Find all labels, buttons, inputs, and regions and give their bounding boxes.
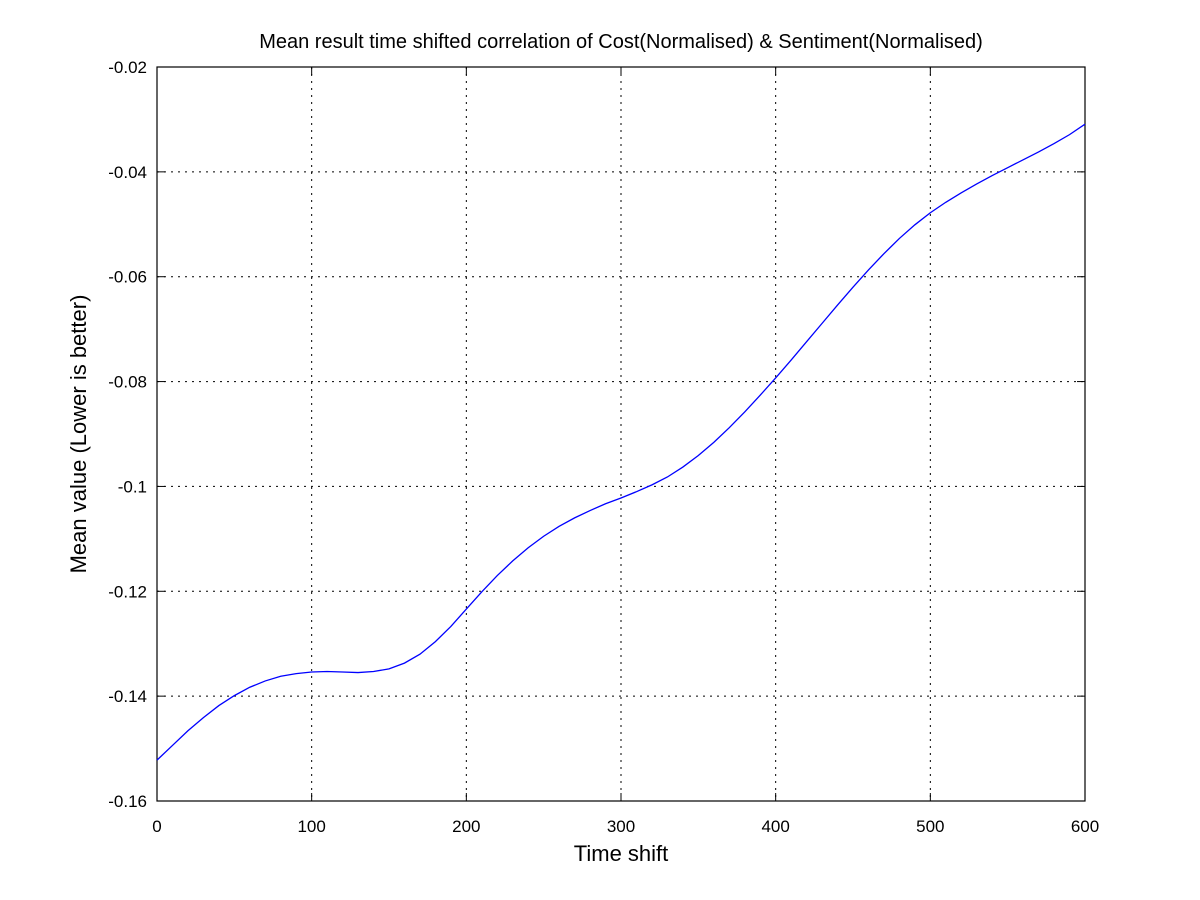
x-tick-label: 400 [761,817,789,836]
y-tick-label: -0.12 [108,582,147,601]
chart-title: Mean result time shifted correlation of … [259,31,983,53]
x-tick-label: 300 [607,817,635,836]
series-line [156,123,1086,761]
y-tick-label: -0.1 [118,477,147,496]
x-axis-label: Time shift [574,841,669,866]
x-tick-label: 200 [452,817,480,836]
x-tick-label: 500 [916,817,944,836]
series-layer [156,123,1086,761]
y-tick-label: -0.06 [108,268,147,287]
x-tick-label: 0 [152,817,161,836]
y-axis-label: Mean value (Lower is better) [66,295,91,574]
x-tick-label: 100 [297,817,325,836]
x-tick-label: 600 [1071,817,1099,836]
y-tick-label: -0.02 [108,58,147,77]
tick-layer: 0 100 200 300 400 500 600 -0.16 -0.14 -0.12 -0.1 -0… [108,58,1099,836]
grid-layer [157,67,1085,801]
y-tick-label: -0.14 [108,687,147,706]
y-tick-label: -0.08 [108,373,147,392]
y-tick-label: -0.16 [108,792,147,811]
y-tick-label: -0.04 [108,163,147,182]
